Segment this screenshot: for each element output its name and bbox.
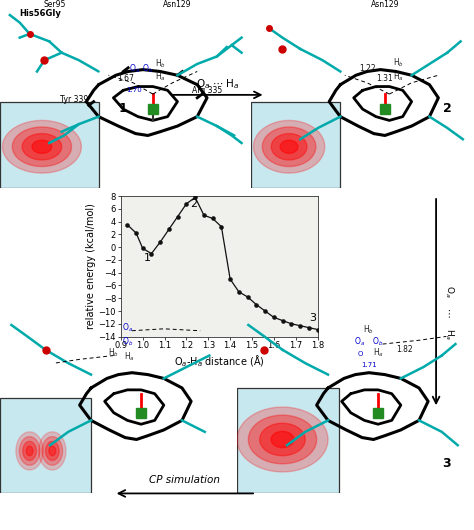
Text: O$_a$: O$_a$ xyxy=(355,335,365,348)
Polygon shape xyxy=(26,446,33,456)
Text: Ser95: Ser95 xyxy=(43,0,65,9)
Text: Arg 335: Arg 335 xyxy=(192,86,222,95)
Polygon shape xyxy=(271,431,294,447)
Text: 1.70: 1.70 xyxy=(127,87,142,93)
Text: 1: 1 xyxy=(144,253,151,263)
X-axis label: O$_a$-H$_a$ distance (Å): O$_a$-H$_a$ distance (Å) xyxy=(174,353,264,369)
Polygon shape xyxy=(23,441,36,461)
Polygon shape xyxy=(16,432,43,470)
Polygon shape xyxy=(19,437,40,465)
Text: Asn129: Asn129 xyxy=(163,0,191,9)
Text: O$_a$: O$_a$ xyxy=(443,285,456,298)
Polygon shape xyxy=(2,120,82,173)
Polygon shape xyxy=(49,446,56,456)
Polygon shape xyxy=(46,441,59,461)
Polygon shape xyxy=(39,432,66,470)
Bar xyxy=(251,102,340,188)
Polygon shape xyxy=(237,407,328,472)
Polygon shape xyxy=(12,127,72,166)
Text: H$_b$: H$_b$ xyxy=(155,58,166,70)
Bar xyxy=(0,102,99,188)
Text: H$_b$: H$_b$ xyxy=(108,347,119,359)
Text: H$_a$: H$_a$ xyxy=(443,328,456,340)
Polygon shape xyxy=(248,415,317,464)
Text: H$_b$: H$_b$ xyxy=(364,324,374,336)
Text: 2: 2 xyxy=(443,102,452,114)
Text: H$_a$: H$_a$ xyxy=(124,350,135,363)
Bar xyxy=(0,398,91,493)
Text: $\cdots$: $\cdots$ xyxy=(444,307,455,318)
Text: O$_a$: O$_a$ xyxy=(129,63,140,75)
Y-axis label: relative energy (kcal/mol): relative energy (kcal/mol) xyxy=(86,204,96,329)
Text: H$_a$: H$_a$ xyxy=(155,71,165,83)
Text: 1: 1 xyxy=(119,102,128,114)
Polygon shape xyxy=(260,423,305,456)
Text: 3: 3 xyxy=(442,457,451,470)
Polygon shape xyxy=(271,134,307,160)
Text: 3: 3 xyxy=(309,313,316,323)
Text: O$_b$: O$_b$ xyxy=(142,63,154,75)
Text: O$_b$: O$_b$ xyxy=(122,335,133,348)
Text: Tyr 339: Tyr 339 xyxy=(60,95,88,104)
Text: 1.71: 1.71 xyxy=(361,362,377,368)
Text: CP simulation: CP simulation xyxy=(149,475,220,485)
Polygon shape xyxy=(254,120,325,173)
Polygon shape xyxy=(280,140,298,153)
Text: 1.82: 1.82 xyxy=(396,344,413,354)
Text: Asn129: Asn129 xyxy=(371,0,399,9)
Text: 1.31: 1.31 xyxy=(376,74,393,83)
Text: His56Gly: His56Gly xyxy=(20,10,62,19)
Text: 1.67: 1.67 xyxy=(117,74,134,83)
Text: 1.22: 1.22 xyxy=(359,65,375,74)
Bar xyxy=(237,388,339,493)
Text: O$_a$: O$_a$ xyxy=(122,322,133,334)
Text: H$_b$: H$_b$ xyxy=(393,57,404,69)
Polygon shape xyxy=(22,134,62,160)
Text: O$_a$ $\cdots$ H$_a$: O$_a$ $\cdots$ H$_a$ xyxy=(196,77,240,91)
Text: O$_b$: O$_b$ xyxy=(373,335,383,348)
Polygon shape xyxy=(263,127,316,166)
Polygon shape xyxy=(32,140,52,153)
Polygon shape xyxy=(42,437,63,465)
Text: O: O xyxy=(357,350,363,357)
Text: H$_a$: H$_a$ xyxy=(373,347,383,359)
Text: 2: 2 xyxy=(190,199,197,209)
Text: H$_a$: H$_a$ xyxy=(393,71,404,83)
